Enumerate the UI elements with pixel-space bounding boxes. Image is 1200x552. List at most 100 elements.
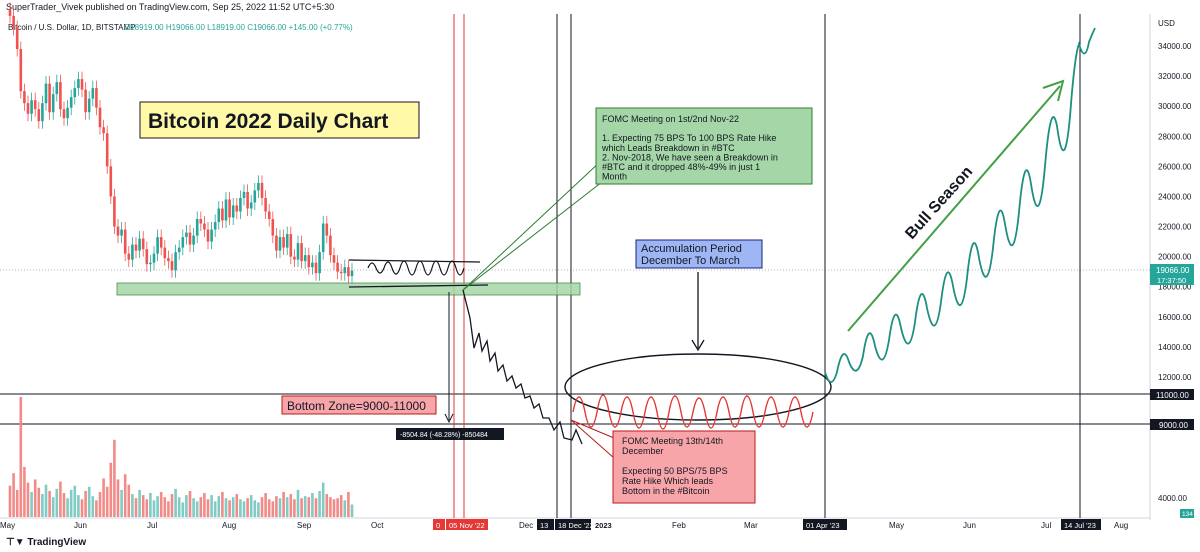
candle-body <box>206 229 210 242</box>
volume-bar <box>199 497 203 517</box>
x-highlight-label: 0 <box>436 521 440 530</box>
candle-body <box>217 208 221 223</box>
volume-bar <box>105 486 109 517</box>
candle-body <box>123 229 127 254</box>
bull-projection-path <box>824 27 1096 383</box>
candle-body <box>19 49 23 92</box>
annotation-line: which Leads Breakdown in #BTC <box>601 143 735 153</box>
candle-body <box>30 100 33 114</box>
candle-body <box>181 237 185 248</box>
candle-body <box>257 182 260 191</box>
candle-body <box>185 232 188 238</box>
annotation-line: Bottom in the #Bitcoin <box>622 486 710 496</box>
candle-body <box>285 234 289 248</box>
annotation-line: 2. Nov-2018, We have seen a Breakdown in <box>602 152 778 162</box>
candle-body <box>145 249 149 265</box>
volume-bar <box>91 496 95 517</box>
x-tick-label: May <box>0 521 15 530</box>
candle-body <box>278 237 282 251</box>
bottom-zone-box[interactable] <box>281 395 437 415</box>
volume-bar <box>33 479 37 517</box>
support-zone[interactable] <box>116 282 581 296</box>
volume-bar <box>127 484 131 517</box>
level-low-badge <box>1150 419 1194 430</box>
candle-body <box>192 235 195 245</box>
candle-body <box>339 271 343 274</box>
volume-bar <box>145 499 149 517</box>
x-tick-label: Jul <box>147 521 157 530</box>
level-low-text: 9000.00 <box>1159 421 1188 430</box>
candle-body <box>105 133 109 167</box>
y-tick-label: 12000.00 <box>1158 373 1192 382</box>
y-tick-label: 32000.00 <box>1158 72 1192 81</box>
volume-bar <box>231 497 235 517</box>
candle-body <box>163 247 167 259</box>
measure-label: -8504.84 (-48.28%) -850484 <box>400 432 488 439</box>
candle-body <box>289 234 293 257</box>
candle-body <box>231 205 235 218</box>
candle-body <box>221 208 224 221</box>
volume-bar <box>98 491 102 517</box>
consolidation-top-line[interactable] <box>348 259 481 263</box>
candle-body <box>80 79 84 90</box>
candle-body <box>307 255 311 268</box>
consolidation-bottom-line[interactable] <box>348 284 489 288</box>
volume-last-text: 134 <box>1182 511 1193 518</box>
x-highlight-label: 14 Jul '23 <box>1064 521 1096 530</box>
candle-body <box>59 82 62 110</box>
candle-body <box>296 243 300 260</box>
candle-body <box>260 182 264 198</box>
candle-body <box>275 235 278 251</box>
candle-body <box>156 237 159 254</box>
volume-bar <box>26 482 30 517</box>
volume-bar <box>84 490 87 517</box>
volume-bar <box>325 494 329 517</box>
volume-bar <box>120 489 123 517</box>
publisher-text: SuperTrader_Vivek published on TradingVi… <box>6 2 335 12</box>
volume-bar <box>174 488 177 517</box>
candle-body <box>267 211 271 220</box>
volume-bar <box>285 497 289 517</box>
volume-bar <box>188 490 192 517</box>
candle-body <box>336 262 339 272</box>
x-tick-label: Aug <box>222 521 236 530</box>
volume-bar <box>80 499 84 517</box>
volume-bar <box>314 498 318 517</box>
volume-bar <box>185 495 188 517</box>
accumulation-box[interactable] <box>635 239 763 269</box>
volume-bar <box>307 497 311 517</box>
x-highlight-label: 18 Dec '22 <box>558 521 594 530</box>
candle-body <box>41 103 44 122</box>
volume-bar <box>271 501 275 517</box>
volume-bar <box>329 497 332 517</box>
candle-body <box>12 15 15 28</box>
volume-bar <box>293 499 296 517</box>
volume-bar <box>203 493 206 517</box>
fomc-dec-box[interactable] <box>612 430 756 504</box>
candle-body <box>48 83 51 113</box>
candle-body <box>113 196 116 227</box>
candle-body <box>177 247 181 253</box>
tradingview-logo: ⊤▼ TradingView <box>6 537 87 548</box>
fomc-nov-box[interactable] <box>595 107 813 185</box>
x-highlight-badge <box>446 519 488 530</box>
bull-arrow[interactable] <box>847 85 1061 332</box>
volume-bar <box>156 496 159 517</box>
x-axis-highlights: 0 05 Nov '22 13 18 Dec '22 2023 01 Apr '23 14 … <box>433 519 1101 530</box>
annotation-line: Expecting 50 BPS/75 BPS <box>622 466 728 476</box>
x-highlight-badge <box>1061 519 1101 530</box>
accumulation-ellipse[interactable] <box>564 353 832 421</box>
annotation-line: #BTC and it dropped 48%-49% in just 1 <box>602 162 760 172</box>
title-box[interactable] <box>139 101 420 139</box>
candle-body <box>282 237 285 248</box>
volume-bar <box>30 491 33 517</box>
candle-body <box>138 238 141 251</box>
volume-bar <box>134 498 138 517</box>
candle-body <box>347 267 350 277</box>
volume-bar <box>159 491 163 517</box>
y-tick-label: 30000.00 <box>1158 102 1192 111</box>
volume-bar <box>141 495 145 517</box>
candle-body <box>127 253 131 260</box>
